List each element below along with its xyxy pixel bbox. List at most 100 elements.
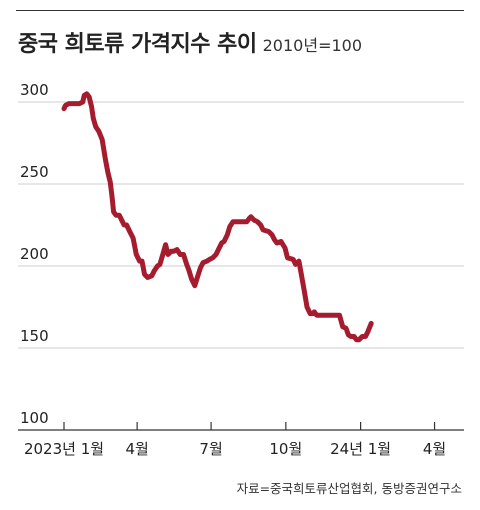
data-point	[123, 224, 125, 226]
data-point	[229, 225, 231, 228]
x-tick-label: 4월	[423, 440, 446, 458]
data-point	[280, 240, 282, 243]
data-point	[206, 260, 208, 262]
data-point	[143, 273, 146, 276]
data-point	[156, 265, 159, 267]
data-point	[315, 314, 318, 317]
data-point	[347, 334, 350, 336]
y-tick-label: 150	[20, 327, 49, 345]
data-point	[83, 94, 86, 97]
data-point	[182, 253, 185, 256]
y-tick-label: 200	[20, 245, 49, 263]
data-point	[300, 273, 303, 276]
data-point	[208, 258, 211, 261]
data-point	[367, 330, 369, 333]
data-point	[159, 263, 161, 266]
data-point	[176, 248, 178, 251]
data-point	[218, 247, 220, 249]
data-point	[153, 270, 155, 272]
data-point	[170, 250, 173, 252]
series-layer	[61, 91, 374, 343]
data-point	[188, 270, 190, 272]
data-point	[271, 234, 273, 236]
data-point	[64, 104, 67, 107]
data-point	[129, 230, 131, 233]
data-point	[215, 253, 217, 256]
data-point	[223, 240, 225, 243]
data-point	[313, 311, 316, 313]
data-point	[109, 181, 112, 184]
data-point	[101, 138, 103, 141]
data-point	[202, 261, 204, 264]
data-point	[241, 220, 243, 223]
data-point	[338, 314, 341, 317]
y-tick-label: 250	[20, 163, 49, 181]
series-line	[61, 91, 374, 343]
x-tick-label: 4월	[125, 440, 148, 458]
x-tick-label: 10월	[269, 440, 302, 458]
data-point	[246, 220, 248, 223]
data-point	[235, 220, 238, 223]
data-point	[303, 291, 306, 294]
data-point	[132, 237, 134, 239]
data-point	[107, 171, 109, 174]
chart-title: 중국 희토류 가격지수 추이	[18, 32, 257, 57]
data-point	[311, 312, 314, 315]
data-point	[226, 234, 229, 236]
data-point	[88, 96, 90, 98]
top-rule	[16, 10, 464, 11]
data-point	[253, 219, 255, 221]
data-point	[146, 276, 149, 279]
data-point	[341, 325, 344, 328]
data-point	[211, 257, 214, 259]
data-point	[118, 214, 121, 216]
data-point	[273, 239, 276, 241]
data-point	[151, 275, 153, 277]
data-point	[74, 102, 77, 105]
data-point	[138, 260, 141, 262]
data-point	[94, 125, 97, 128]
data-point	[364, 335, 367, 338]
data-point	[309, 312, 312, 315]
data-point	[92, 117, 95, 120]
x-tick-label: 24년 1월	[330, 440, 391, 458]
data-point	[262, 229, 264, 231]
data-point	[78, 102, 81, 105]
data-point	[259, 224, 262, 226]
data-point	[185, 263, 188, 266]
data-point	[111, 194, 113, 197]
series-points	[63, 93, 373, 341]
data-point	[286, 257, 289, 259]
data-point	[172, 250, 175, 252]
data-point	[161, 255, 164, 257]
grid-layer	[18, 101, 464, 349]
data-point	[358, 339, 360, 341]
data-point	[325, 314, 328, 317]
data-point	[125, 224, 128, 226]
y-tick-label: 100	[20, 409, 49, 427]
data-point	[120, 219, 123, 221]
data-point	[179, 253, 181, 256]
data-point	[63, 107, 65, 110]
data-point	[112, 211, 115, 213]
data-point	[370, 322, 373, 325]
data-point	[276, 242, 278, 244]
data-point	[90, 106, 93, 108]
x-axis	[18, 422, 464, 431]
data-point	[294, 263, 297, 266]
data-point	[190, 278, 193, 280]
data-point	[306, 306, 308, 308]
x-tick-label: 2023년 1월	[24, 440, 104, 458]
data-point	[81, 101, 84, 103]
data-point	[135, 253, 138, 256]
x-tick-labels: 2023년 1월 4월 7월 10월 24년 1월 4월	[24, 440, 446, 458]
data-point	[194, 284, 196, 287]
data-point	[86, 93, 88, 95]
data-point	[199, 266, 202, 269]
data-point	[350, 335, 352, 338]
data-point	[334, 314, 337, 317]
data-point	[355, 339, 358, 341]
data-point	[68, 102, 70, 105]
data-point	[141, 260, 143, 262]
